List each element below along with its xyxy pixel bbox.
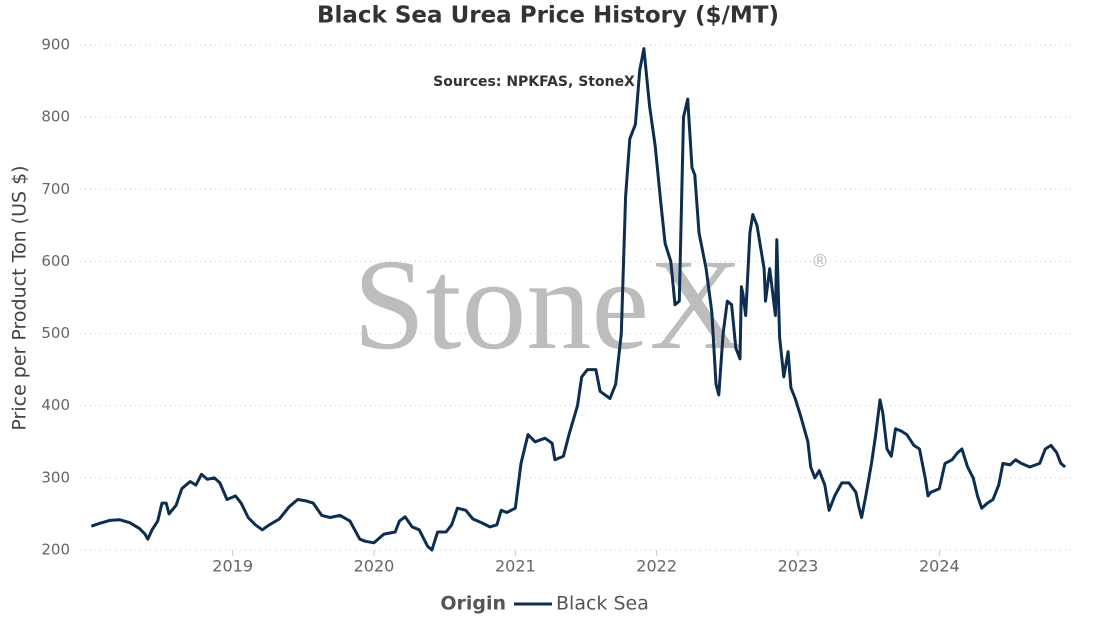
x-tick-label: 2020 [354,557,395,576]
chart-title: Black Sea Urea Price History ($/MT) [317,3,779,29]
x-tick-label: 2024 [919,557,960,576]
legend-label: Black Sea [556,593,649,615]
y-tick-label: 200 [41,541,70,559]
y-tick-label: 900 [41,36,70,54]
y-axis-label: Price per Product Ton (US $) [9,165,31,430]
watermark: StoneX [353,233,743,377]
y-tick-label: 700 [41,180,70,198]
y-tick-label: 600 [41,252,70,270]
x-tick-label: 2023 [778,557,819,576]
x-tick-label: 2022 [636,557,677,576]
chart-subtitle: Sources: NPKFAS, StoneX [433,74,635,90]
y-tick-label: 800 [41,108,70,126]
y-tick-label: 500 [41,324,70,342]
x-tick-label: 2021 [495,557,536,576]
y-tick-label: 400 [41,396,70,414]
x-tick-label: 2019 [212,557,253,576]
series-line [90,47,1067,552]
y-tick-label: 300 [41,468,70,486]
legend-title: Origin [440,593,506,615]
